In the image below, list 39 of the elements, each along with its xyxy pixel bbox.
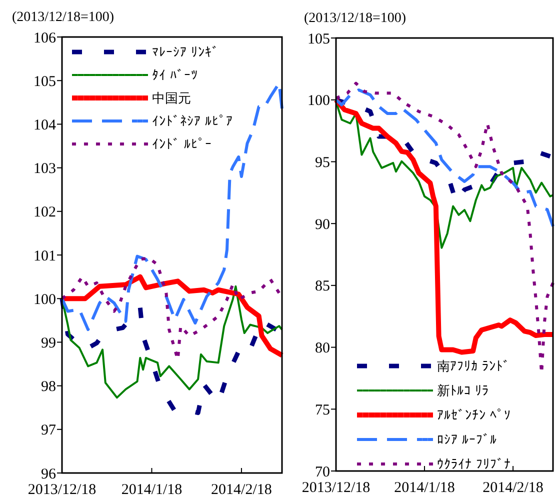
y-tick-label: 96 bbox=[41, 466, 56, 482]
x-tick-label: 2013/12/18 bbox=[28, 482, 96, 498]
y-tick-label: 99 bbox=[41, 335, 56, 352]
legend-label: ﾀｲ ﾊﾞｰﾂ bbox=[152, 68, 198, 84]
y-axis-title: (2013/12/18=100) bbox=[12, 10, 114, 25]
line-series bbox=[61, 285, 283, 399]
x-tick-label: 2014/2/18 bbox=[482, 480, 544, 496]
y-tick-label: 102 bbox=[34, 204, 56, 221]
legend-label: 中国元 bbox=[152, 92, 191, 107]
legend-label: ｲﾝﾄﾞﾈｼｱ ﾙﾋﾟｱ bbox=[152, 114, 234, 130]
y-tick-label: 105 bbox=[308, 31, 330, 48]
y-tick-label: 106 bbox=[34, 30, 56, 46]
line-series bbox=[334, 88, 554, 228]
x-tick-label: 2014/1/18 bbox=[394, 480, 455, 496]
y-tick-label: 90 bbox=[315, 216, 330, 233]
y-axis-title: (2013/12/18=100) bbox=[304, 11, 406, 26]
legend-label: ﾏﾚｰｼｱ ﾘﾝｷﾞ bbox=[152, 46, 220, 61]
legend-label: 新ﾄﾙｺ ﾘﾗ bbox=[437, 384, 490, 400]
y-tick-label: 98 bbox=[41, 379, 56, 396]
x-tick-label: 2014/1/18 bbox=[121, 482, 182, 498]
legend-label: ｳｸﾗｲﾅ ﾌﾘﾌﾞﾅ bbox=[437, 458, 512, 473]
y-tick-label: 101 bbox=[34, 248, 56, 264]
y-tick-label: 104 bbox=[34, 117, 56, 134]
y-tick-label: 97 bbox=[41, 422, 56, 439]
y-tick-label: 103 bbox=[34, 161, 56, 178]
legend-label: ｲﾝﾄﾞ ﾙﾋﾟｰ bbox=[152, 138, 212, 153]
y-tick-label: 100 bbox=[308, 93, 330, 110]
y-tick-label: 100 bbox=[34, 292, 56, 308]
legend-label: ﾛｼｱ ﾙｰﾌﾞﾙ bbox=[437, 433, 498, 448]
legend-label: 南ｱﾌﾘｶ ﾗﾝﾄﾞ bbox=[437, 360, 510, 375]
x-tick-label: 2014/2/18 bbox=[211, 482, 272, 498]
y-tick-label: 80 bbox=[315, 340, 330, 357]
x-tick-label: 2013/12/18 bbox=[302, 480, 370, 496]
y-tick-label: 70 bbox=[315, 464, 330, 480]
y-tick-label: 105 bbox=[34, 74, 56, 90]
y-tick-label: 85 bbox=[315, 278, 330, 295]
y-tick-label: 95 bbox=[315, 154, 330, 171]
legend-label: ｱﾙｾﾞﾝﾁﾝ ﾍﾟｿ bbox=[437, 408, 512, 424]
y-tick-label: 75 bbox=[315, 402, 330, 418]
